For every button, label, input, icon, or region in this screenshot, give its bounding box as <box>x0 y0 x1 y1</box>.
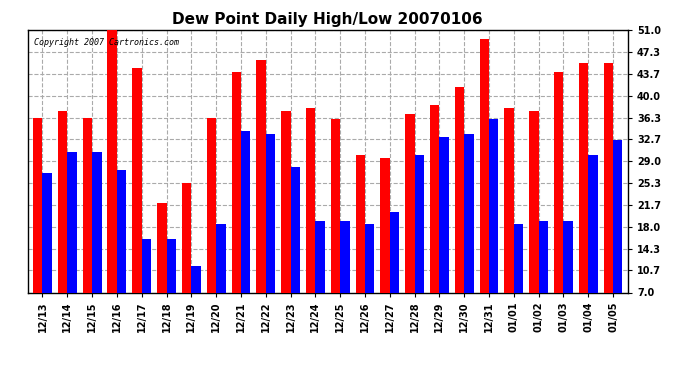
Bar <box>315 221 325 334</box>
Bar <box>554 72 564 334</box>
Bar <box>256 60 266 334</box>
Title: Dew Point Daily High/Low 20070106: Dew Point Daily High/Low 20070106 <box>172 12 483 27</box>
Bar <box>43 173 52 334</box>
Bar <box>306 108 315 334</box>
Bar <box>166 239 176 334</box>
Bar <box>365 224 375 334</box>
Bar <box>415 155 424 334</box>
Bar <box>191 266 201 334</box>
Bar <box>241 131 250 334</box>
Bar <box>157 203 166 334</box>
Bar <box>182 183 191 334</box>
Bar <box>266 134 275 334</box>
Bar <box>83 118 92 334</box>
Bar <box>514 224 523 334</box>
Bar <box>405 114 415 334</box>
Bar <box>588 155 598 334</box>
Bar <box>108 30 117 334</box>
Bar <box>355 155 365 334</box>
Bar <box>464 134 473 334</box>
Bar <box>380 158 390 334</box>
Bar <box>539 221 548 334</box>
Bar <box>340 221 350 334</box>
Bar <box>579 63 588 334</box>
Bar <box>455 87 464 334</box>
Bar <box>132 68 141 334</box>
Bar <box>207 118 216 334</box>
Bar <box>290 167 300 334</box>
Bar <box>440 137 449 334</box>
Bar <box>33 118 43 334</box>
Bar <box>68 152 77 334</box>
Bar <box>504 108 514 334</box>
Bar <box>564 221 573 334</box>
Bar <box>216 224 226 334</box>
Bar <box>613 140 622 334</box>
Bar <box>489 120 498 334</box>
Bar <box>141 239 151 334</box>
Bar <box>232 72 241 334</box>
Text: Copyright 2007 Cartronics.com: Copyright 2007 Cartronics.com <box>34 38 179 47</box>
Bar <box>390 212 400 334</box>
Bar <box>117 170 126 334</box>
Bar <box>58 111 68 334</box>
Bar <box>604 63 613 334</box>
Bar <box>430 105 440 334</box>
Bar <box>480 39 489 334</box>
Bar <box>92 152 101 334</box>
Bar <box>529 111 539 334</box>
Bar <box>331 120 340 334</box>
Bar <box>281 111 290 334</box>
